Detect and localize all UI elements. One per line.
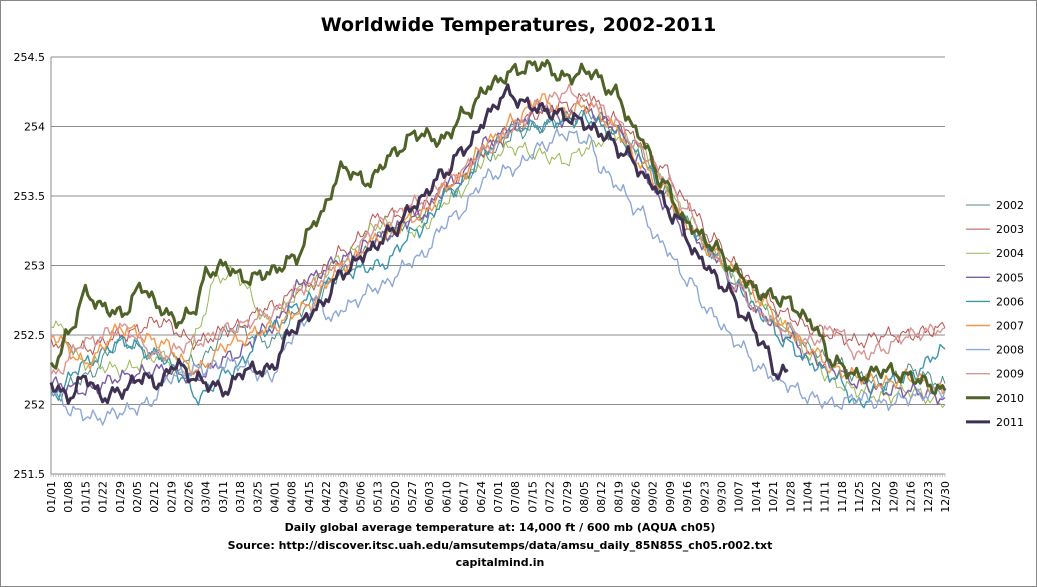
legend-label-2005: 2005 bbox=[996, 271, 1024, 284]
legend-label-2002: 2002 bbox=[996, 199, 1024, 212]
x-tick-label: 10/14 bbox=[750, 481, 763, 513]
x-tick-label: 12/16 bbox=[905, 481, 918, 513]
x-tick-label: 09/09 bbox=[664, 481, 677, 513]
legend-label-2011: 2011 bbox=[996, 416, 1024, 429]
x-tick-label: 06/24 bbox=[475, 481, 488, 513]
x-tick-label: 07/01 bbox=[492, 481, 505, 513]
x-tick-label: 07/29 bbox=[561, 481, 574, 513]
x-tick-label: 06/03 bbox=[423, 481, 436, 513]
y-tick-label: 253.5 bbox=[14, 190, 46, 203]
x-tick-label: 03/18 bbox=[234, 481, 247, 513]
y-tick-label: 252.5 bbox=[14, 329, 46, 342]
legend-label-2004: 2004 bbox=[996, 247, 1024, 260]
x-tick-label: 10/28 bbox=[784, 481, 797, 513]
x-tick-label: 07/15 bbox=[526, 481, 539, 513]
x-tick-label: 12/30 bbox=[939, 481, 952, 513]
x-tick-label: 06/10 bbox=[440, 481, 453, 513]
series-line-2011 bbox=[49, 83, 789, 405]
x-tick-label: 02/12 bbox=[148, 481, 161, 513]
x-tick-label: 09/23 bbox=[698, 481, 711, 513]
legend-label-2009: 2009 bbox=[996, 368, 1024, 381]
source-caption: Source: http://discover.itsc.uah.edu/ams… bbox=[227, 539, 773, 552]
x-tick-label: 11/04 bbox=[801, 481, 814, 513]
series-line-2009 bbox=[50, 83, 946, 376]
x-tick-label: 09/02 bbox=[647, 481, 660, 513]
x-tick-label: 01/08 bbox=[62, 481, 75, 513]
series-line-2008 bbox=[50, 128, 946, 426]
x-tick-label: 02/19 bbox=[165, 481, 178, 513]
credit-caption: capitalmind.in bbox=[455, 556, 545, 569]
y-tick-label: 254 bbox=[24, 121, 45, 134]
x-tick-label: 12/09 bbox=[887, 481, 900, 513]
x-tick-label: 11/25 bbox=[853, 481, 866, 513]
x-tick-label: 04/29 bbox=[337, 481, 350, 513]
x-tick-label: 12/02 bbox=[870, 481, 883, 513]
x-tick-label: 01/29 bbox=[114, 481, 127, 513]
y-tick-label: 252 bbox=[24, 399, 45, 412]
x-tick-label: 07/08 bbox=[509, 481, 522, 513]
legend-label-2007: 2007 bbox=[996, 320, 1024, 333]
x-tick-label: 09/30 bbox=[716, 481, 729, 513]
x-tick-label: 03/25 bbox=[251, 481, 264, 513]
chart-title: Worldwide Temperatures, 2002-2011 bbox=[320, 14, 717, 36]
x-tick-label: 06/17 bbox=[458, 481, 471, 513]
x-tick-label: 08/12 bbox=[595, 481, 608, 513]
series-line-2007 bbox=[50, 93, 946, 395]
x-tick-label: 05/06 bbox=[354, 481, 367, 513]
x-tick-label: 02/26 bbox=[183, 481, 196, 513]
series-line-2004 bbox=[50, 128, 946, 408]
x-tick-label: 03/04 bbox=[200, 481, 213, 513]
y-tick-label: 254.5 bbox=[14, 51, 46, 64]
series-line-2005 bbox=[50, 98, 946, 405]
legend-label-2006: 2006 bbox=[996, 295, 1024, 308]
x-tick-label: 03/11 bbox=[217, 481, 230, 513]
series-line-2010 bbox=[49, 59, 947, 395]
x-axis-caption: Daily global average temperature at: 14,… bbox=[284, 521, 716, 534]
legend-label-2003: 2003 bbox=[996, 223, 1024, 236]
y-tick-label: 253 bbox=[24, 260, 45, 273]
x-tick-label: 09/16 bbox=[681, 481, 694, 513]
x-tick-label: 11/18 bbox=[836, 481, 849, 513]
x-tick-label: 04/08 bbox=[286, 481, 299, 513]
x-tick-label: 10/07 bbox=[733, 481, 746, 513]
legend-label-2010: 2010 bbox=[996, 392, 1024, 405]
x-tick-label: 04/15 bbox=[303, 481, 316, 513]
x-tick-label: 04/01 bbox=[269, 481, 282, 513]
x-tick-label: 05/20 bbox=[389, 481, 402, 513]
y-tick-label: 251.5 bbox=[14, 468, 46, 481]
x-tick-label: 10/21 bbox=[767, 481, 780, 513]
x-tick-label: 08/26 bbox=[630, 481, 643, 513]
x-tick-label: 11/11 bbox=[819, 481, 832, 513]
x-tick-label: 02/05 bbox=[131, 481, 144, 513]
legend-label-2008: 2008 bbox=[996, 344, 1024, 357]
x-tick-label: 12/23 bbox=[922, 481, 935, 513]
x-tick-label: 05/13 bbox=[372, 481, 385, 513]
series-line-2006 bbox=[50, 111, 946, 409]
x-tick-label: 07/22 bbox=[544, 481, 557, 513]
x-tick-label: 04/22 bbox=[320, 481, 333, 513]
x-tick-label: 05/27 bbox=[406, 481, 419, 513]
x-tick-label: 01/22 bbox=[97, 481, 110, 513]
x-tick-label: 08/19 bbox=[612, 481, 625, 513]
x-tick-label: 08/05 bbox=[578, 481, 591, 513]
x-tick-label: 01/01 bbox=[45, 481, 58, 513]
x-tick-label: 01/15 bbox=[79, 481, 92, 513]
